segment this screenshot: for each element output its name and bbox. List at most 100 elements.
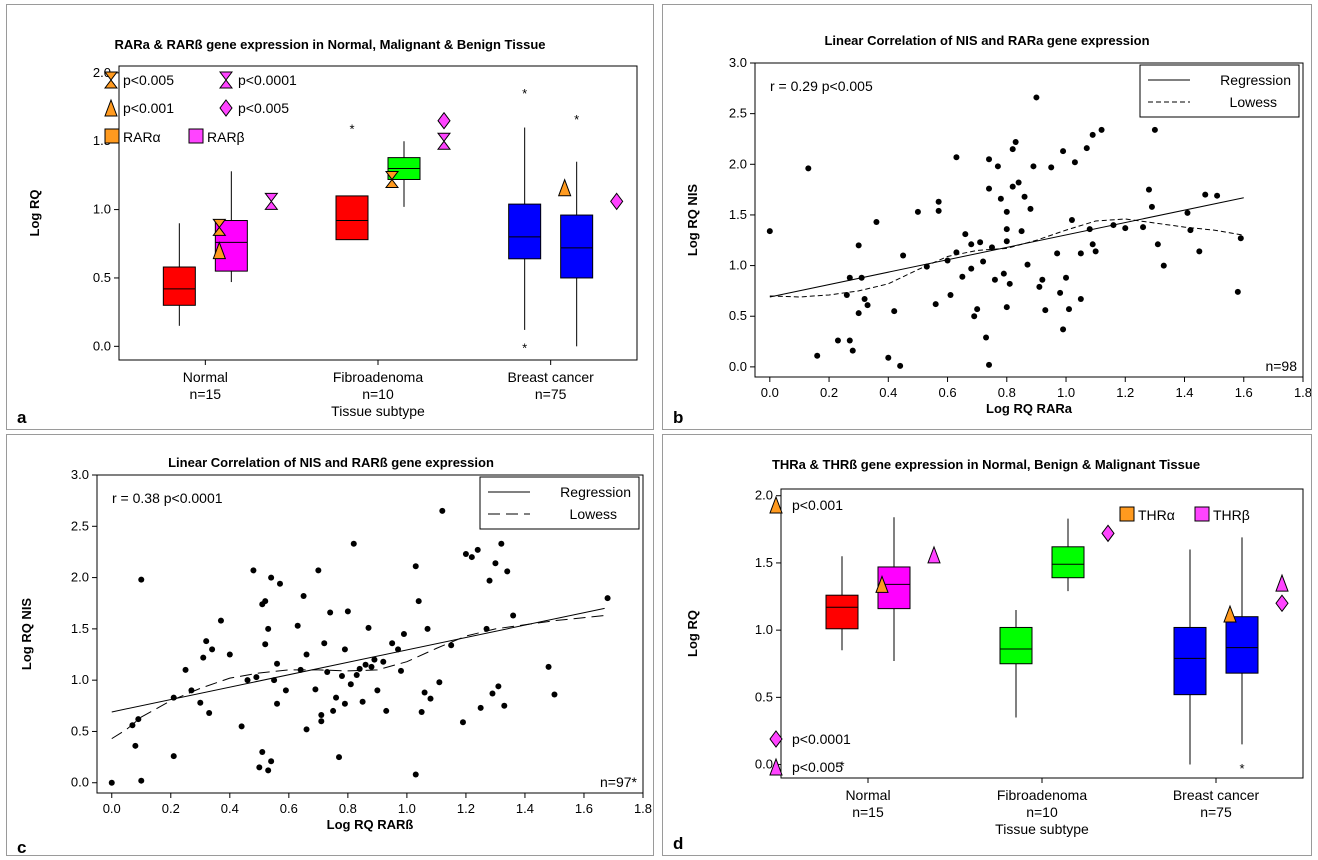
data-point [459, 719, 466, 726]
hourglass-magenta-icon [437, 132, 451, 150]
data-point [1036, 283, 1043, 290]
data-point [900, 252, 907, 259]
box-body [1051, 546, 1085, 579]
data-point [374, 687, 381, 694]
data-point [1154, 241, 1161, 248]
y-tick-label: 1.5 [729, 207, 747, 222]
data-point [1089, 241, 1096, 248]
legend-series-label: RARβ [207, 129, 245, 145]
y-tick-label: 1.5 [71, 621, 89, 636]
data-point [244, 677, 251, 684]
data-point [1077, 296, 1084, 303]
legend-sig-label: p<0.005 [238, 100, 289, 116]
data-point [935, 198, 942, 205]
data-point [510, 612, 517, 619]
x-tick-label: Fibroadenoma [997, 787, 1087, 803]
x-axis-label: Tissue subtype [995, 821, 1089, 837]
outlier-marker: * [1239, 761, 1244, 776]
data-point [341, 646, 348, 653]
data-point [1003, 226, 1010, 233]
data-point [986, 185, 993, 192]
data-point [1003, 208, 1010, 215]
data-point [129, 722, 136, 729]
data-point [604, 595, 611, 602]
data-point [1196, 248, 1203, 255]
data-point [551, 691, 558, 698]
data-point [170, 753, 177, 760]
x-tick-label: 1.4 [516, 801, 534, 816]
data-point [935, 207, 942, 214]
x-tick-label: 1.4 [1175, 385, 1193, 400]
data-point [412, 771, 419, 778]
data-point [1030, 163, 1037, 170]
box-body [335, 195, 369, 241]
sample-size-label: n=97* [600, 774, 638, 790]
data-point [330, 707, 337, 714]
data-point [873, 219, 880, 226]
legend-frame [1139, 64, 1300, 118]
diamond-magenta-icon [1275, 594, 1289, 613]
diamond-magenta-icon [1101, 524, 1115, 543]
data-point [353, 672, 360, 679]
hourglass-orange-icon [212, 218, 227, 236]
legend-series-label: RARα [123, 129, 161, 145]
data-point [341, 700, 348, 707]
data-point [365, 624, 372, 631]
data-point [991, 276, 998, 283]
legend-rara-swatch [104, 128, 120, 144]
legend-significance: p<0.001 p<0.0001 p<0.005 THRα THRβ [769, 495, 1250, 776]
data-point [250, 567, 257, 574]
legend-sig-label: p<0.0001 [238, 72, 297, 88]
legend-lowess-label: Lowess [570, 506, 617, 522]
legend-thra-swatch [1119, 506, 1135, 522]
y-tick-label: 2.5 [729, 106, 747, 121]
data-point [262, 598, 269, 605]
data-point [1018, 228, 1025, 235]
legend-thrb-swatch [1194, 506, 1210, 522]
data-point [395, 646, 402, 653]
chart-title: Linear Correlation of NIS and RARa gene … [824, 33, 1149, 48]
data-point [1086, 226, 1093, 233]
data-point [997, 195, 1004, 202]
data-point [814, 352, 821, 359]
y-tick-label: 3.0 [729, 55, 747, 70]
chart-title: THRa & THRß gene expression in Normal, B… [772, 457, 1200, 472]
box-body [508, 203, 542, 260]
x-tick-label: Fibroadenoma [333, 369, 423, 385]
x-tick-label: 1.8 [1294, 385, 1311, 400]
data-point [138, 777, 145, 784]
correlation-annotation: r = 0.29 p<0.005 [770, 78, 873, 94]
data-point [1048, 164, 1055, 171]
data-point [1140, 224, 1147, 231]
x-axis-label: Tissue subtype [331, 403, 425, 419]
data-point [483, 625, 490, 632]
data-point [1006, 280, 1013, 287]
panel-c-scatter-nis-rarb: Linear Correlation of NIS and RARß gene … [6, 434, 654, 856]
triangle-orange-icon [104, 98, 118, 117]
x-tick-label: 0.8 [998, 385, 1016, 400]
x-tick-label: 1.6 [575, 801, 593, 816]
data-point [843, 291, 850, 298]
data-point [1234, 288, 1241, 295]
data-point [1151, 126, 1158, 133]
data-point [439, 507, 446, 514]
legend-sig-label: p<0.0001 [792, 731, 851, 747]
data-point [324, 668, 331, 675]
data-point [1077, 250, 1084, 257]
data-point [1060, 148, 1067, 155]
y-tick-label: 0.5 [755, 689, 773, 704]
data-point [1237, 235, 1244, 242]
panel-b-scatter-nis-rara: Linear Correlation of NIS and RARa gene … [662, 4, 1312, 430]
data-point [318, 712, 325, 719]
data-point [486, 577, 493, 584]
data-point [135, 716, 142, 723]
data-point [303, 651, 310, 658]
x-n-label: n=75 [535, 386, 567, 402]
data-point [256, 764, 263, 771]
x-tick-label: 1.6 [1235, 385, 1253, 400]
data-point [968, 241, 975, 248]
data-point [914, 208, 921, 215]
y-tick-label: 1.0 [71, 672, 89, 687]
data-point [383, 707, 390, 714]
data-point [1187, 227, 1194, 234]
